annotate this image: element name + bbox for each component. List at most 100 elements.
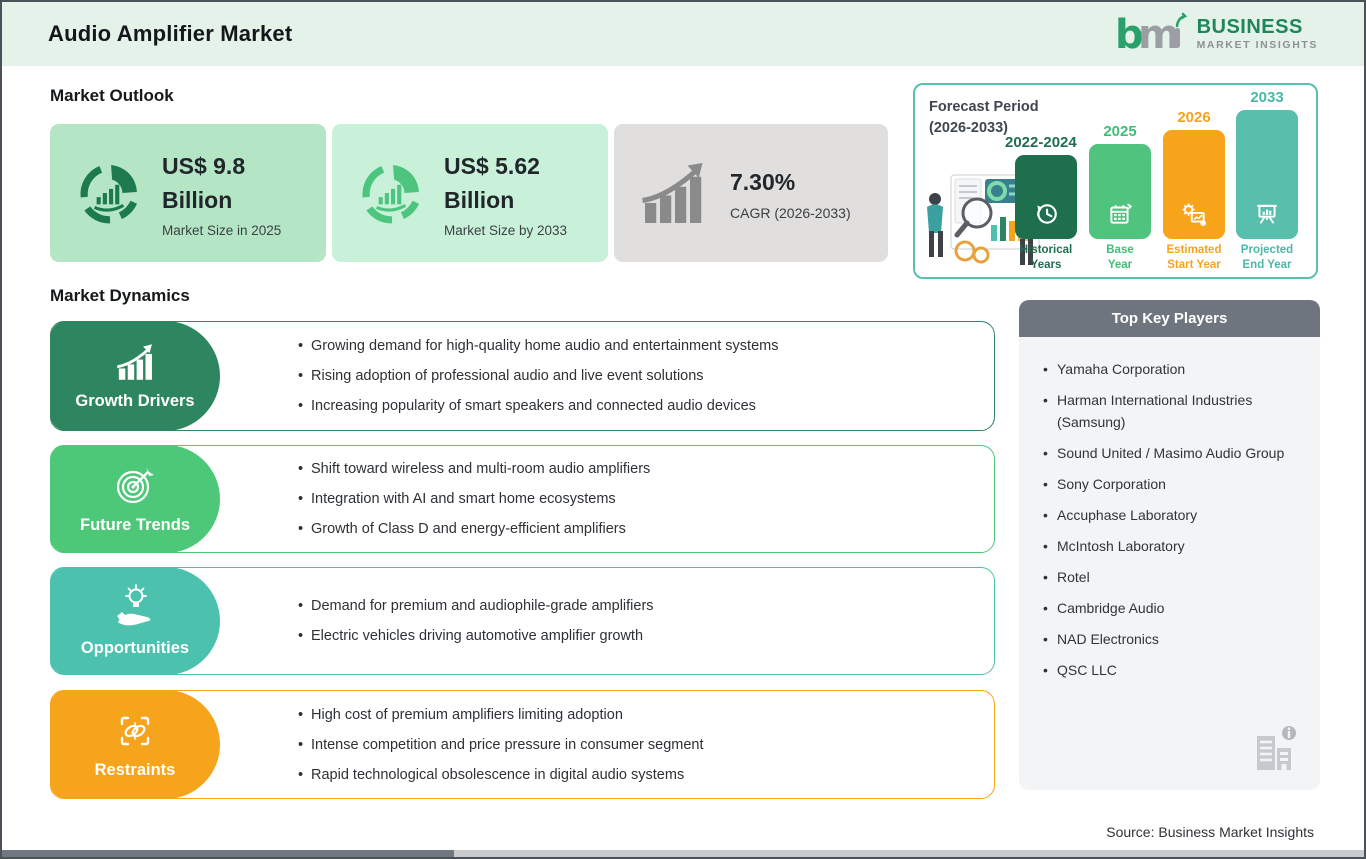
calendar-icon bbox=[1110, 203, 1133, 224]
forecast-bar-projected: 2033 Projected End Year bbox=[1236, 89, 1298, 271]
restraints-pill: Restraints bbox=[50, 690, 220, 799]
bullet-list: Growing demand for high-quality home aud… bbox=[298, 321, 975, 431]
market-size-value: US$ 9.8 Billion bbox=[162, 149, 281, 218]
player-item: QSC LLC bbox=[1043, 659, 1304, 681]
players-panel-body: Yamaha Corporation Harman International … bbox=[1019, 337, 1320, 790]
bullet-item: Intense competition and price pressure i… bbox=[298, 736, 975, 754]
players-panel-title: Top Key Players bbox=[1019, 300, 1320, 337]
market-outlook-heading: Market Outlook bbox=[50, 86, 174, 105]
caption-line2: Years bbox=[1030, 258, 1062, 271]
bar-caption: Projected End Year bbox=[1230, 239, 1304, 273]
forecast-title-line1: Forecast Period bbox=[929, 99, 1039, 115]
bullet-item: Rapid technological obsolescence in digi… bbox=[298, 766, 975, 784]
caption-line1: Estimated bbox=[1166, 244, 1222, 256]
opportunities-row: Opportunities Demand for premium and aud… bbox=[50, 567, 995, 675]
opportunities-pill: Opportunities bbox=[50, 567, 220, 675]
bullet-item: Growing demand for high-quality home aud… bbox=[298, 337, 975, 355]
player-item: NAD Electronics bbox=[1043, 628, 1304, 650]
bullet-item: Shift toward wireless and multi-room aud… bbox=[298, 460, 975, 478]
bulb-hand-icon bbox=[117, 584, 151, 626]
horizontal-scrollbar-track[interactable] bbox=[2, 850, 1364, 857]
value-unit: Billion bbox=[444, 187, 515, 213]
horizontal-scrollbar-thumb[interactable] bbox=[2, 850, 454, 857]
card-text: 7.30% CAGR (2026-2033) bbox=[730, 165, 851, 221]
player-item: Sound United / Masimo Audio Group bbox=[1043, 442, 1304, 464]
caption-line2: Year bbox=[1107, 258, 1133, 271]
pill-label: Growth Drivers bbox=[75, 392, 195, 410]
svg-text:m: m bbox=[1138, 12, 1180, 58]
forecast-bar-base: 2025 Base Year bbox=[1089, 123, 1151, 271]
market-size-value: US$ 5.62 Billion bbox=[444, 149, 567, 218]
market-dynamics-heading: Market Dynamics bbox=[50, 286, 190, 305]
market-size-2033-card: US$ 5.62 Billion Market Size by 2033 bbox=[332, 124, 608, 262]
market-size-label: Market Size by 2033 bbox=[444, 222, 568, 238]
bmi-logo-icon: b m bbox=[1115, 12, 1187, 58]
players-list: Yamaha Corporation Harman International … bbox=[1043, 358, 1304, 681]
company-building-icon bbox=[1257, 726, 1296, 770]
bar bbox=[1163, 130, 1225, 239]
cagr-value: 7.30% bbox=[730, 169, 796, 196]
caption-line2: End Year bbox=[1242, 258, 1292, 271]
forecast-title-line2: (2026-2033) bbox=[929, 120, 1008, 137]
restraints-row: Restraints High cost of premium amplifie… bbox=[50, 690, 995, 799]
player-item: McIntosh Laboratory bbox=[1043, 535, 1304, 557]
bar bbox=[1089, 144, 1151, 239]
bullet-list: Demand for premium and audiophile-grade … bbox=[298, 567, 975, 675]
bar-year-label: 2033 bbox=[1250, 89, 1284, 106]
bullet-item: High cost of premium amplifiers limiting… bbox=[298, 706, 975, 724]
bar-year-label: 2026 bbox=[1177, 109, 1211, 126]
value-amount: US$ 5.62 bbox=[444, 152, 540, 179]
caption-line2: Start Year bbox=[1167, 258, 1221, 271]
growth-drivers-pill: Growth Drivers bbox=[50, 321, 220, 431]
bmi-logo-text: BUSINESS MARKET INSIGHTS bbox=[1197, 17, 1318, 51]
bullet-item: Growth of Class D and energy-efficient a… bbox=[298, 520, 975, 538]
header-bar: Audio Amplifier Market b m BUSINESS MARK… bbox=[2, 2, 1364, 66]
card-text: US$ 5.62 Billion Market Size by 2033 bbox=[444, 149, 567, 238]
bullet-list: High cost of premium amplifiers limiting… bbox=[298, 690, 975, 799]
bullet-item: Electric vehicles driving automotive amp… bbox=[298, 627, 975, 645]
bar-caption: Historical Years bbox=[1009, 239, 1083, 273]
forecast-period-title: Forecast Period (2026-2033) bbox=[929, 97, 1039, 139]
svg-text:b: b bbox=[1115, 12, 1144, 58]
logo-market-insights-text: MARKET INSIGHTS bbox=[1196, 39, 1318, 52]
pill-label: Future Trends bbox=[79, 516, 190, 534]
card-text: US$ 9.8 Billion Market Size in 2025 bbox=[162, 149, 281, 238]
bullet-list: Shift toward wireless and multi-room aud… bbox=[298, 445, 975, 553]
presentation-icon bbox=[1257, 204, 1277, 224]
cagr-label: CAGR (2026-2033) bbox=[730, 204, 851, 221]
forecast-bar-estimated: 2026 Estimated Start Year bbox=[1163, 109, 1225, 271]
top-key-players-panel: Top Key Players Yamaha Corporation Harma… bbox=[1019, 300, 1320, 790]
caption-line1: Base bbox=[1106, 244, 1134, 256]
player-item: Yamaha Corporation bbox=[1043, 358, 1304, 380]
bullet-item: Integration with AI and smart home ecosy… bbox=[298, 490, 975, 508]
player-item: Rotel bbox=[1043, 566, 1304, 588]
donut-chart-icon bbox=[80, 165, 138, 224]
bullet-item: Increasing popularity of smart speakers … bbox=[298, 397, 975, 415]
bar-caption: Base Year bbox=[1083, 239, 1157, 273]
forecast-period-box: Forecast Period (2026-2033) bbox=[913, 83, 1318, 279]
pill-label: Opportunities bbox=[80, 639, 190, 657]
growth-chart-icon bbox=[642, 163, 703, 223]
player-item: Cambridge Audio bbox=[1043, 597, 1304, 619]
bar-caption: Estimated Start Year bbox=[1157, 239, 1231, 273]
market-size-2025-card: US$ 9.8 Billion Market Size in 2025 bbox=[50, 124, 326, 262]
value-unit: Billion bbox=[162, 187, 233, 213]
donut-chart-icon bbox=[362, 165, 420, 224]
forecast-bar-historical: 2022-2024 Historical Years bbox=[1005, 134, 1077, 271]
bar bbox=[1236, 110, 1298, 239]
gear-chart-icon bbox=[1182, 203, 1206, 226]
bmi-logo: b m BUSINESS MARKET INSIGHTS bbox=[1115, 10, 1318, 58]
bullet-item: Demand for premium and audiophile-grade … bbox=[298, 597, 975, 615]
player-item: Harman International Industries (Samsung… bbox=[1043, 389, 1304, 433]
bar-year-label: 2025 bbox=[1103, 123, 1137, 140]
pill-label: Restraints bbox=[94, 760, 176, 779]
bar-year-label: 2022-2024 bbox=[1005, 134, 1077, 151]
player-item: Sony Corporation bbox=[1043, 473, 1304, 495]
growth-drivers-row: Growth Drivers Growing demand for high-q… bbox=[50, 321, 995, 431]
bullet-item: Rising adoption of professional audio an… bbox=[298, 367, 975, 385]
growth-chart-icon bbox=[116, 344, 152, 380]
player-item: Accuphase Laboratory bbox=[1043, 504, 1304, 526]
future-trends-row: Future Trends Shift toward wireless and … bbox=[50, 445, 995, 553]
target-dart-icon bbox=[116, 467, 154, 504]
